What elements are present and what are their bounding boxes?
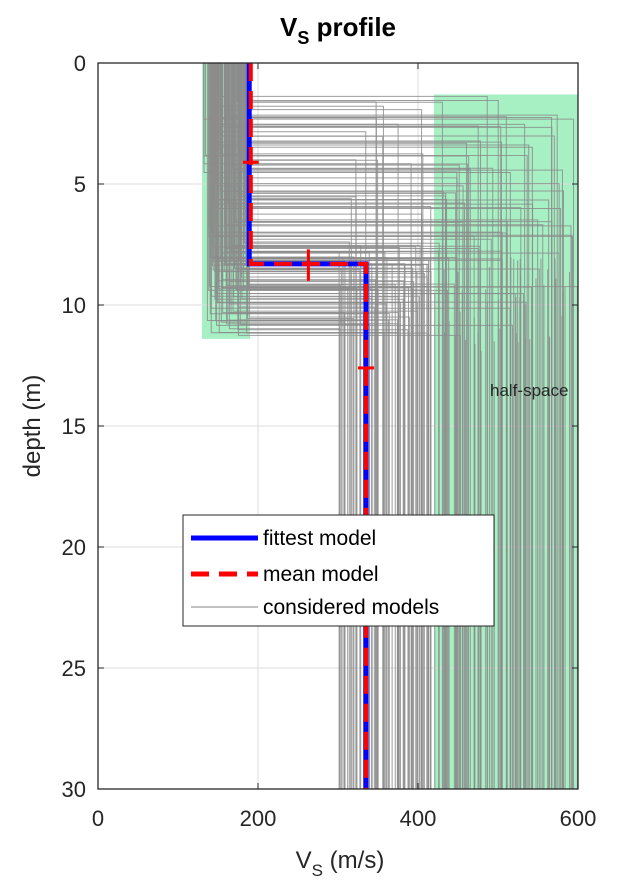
- x-tick-label: 200: [240, 806, 277, 831]
- considered-model-line: [204, 63, 528, 789]
- title-subscript: S: [297, 28, 309, 48]
- x-axis-title: VS (m/s): [296, 847, 385, 880]
- legend-label-considered: considered models: [263, 596, 439, 619]
- y-tick-label: 25: [62, 656, 86, 681]
- title-main: V: [280, 12, 298, 42]
- y-tick-label: 5: [74, 172, 86, 197]
- axis-ticks: 0 200 400 600 0 5 10 15 20 25 30: [62, 51, 597, 831]
- x-title-subscript: S: [312, 861, 323, 880]
- x-tick-label: 400: [400, 806, 437, 831]
- y-tick-label: 10: [62, 293, 86, 318]
- title-rest: profile: [309, 12, 396, 42]
- y-tick-label: 20: [62, 535, 86, 560]
- considered-model-line: [203, 63, 575, 789]
- y-tick-label: 15: [62, 414, 86, 439]
- x-tick-label: 600: [560, 806, 597, 831]
- y-tick-label: 0: [74, 51, 86, 76]
- y-axis-title: depth (m): [19, 375, 46, 478]
- x-title-main: V: [296, 847, 312, 874]
- considered-model-line: [227, 63, 466, 789]
- halfspace-annotation: half-space: [490, 381, 568, 400]
- legend-label-mean: mean model: [263, 563, 379, 586]
- legend: fittest model mean model considered mode…: [182, 514, 495, 627]
- chart-title: VS profile: [280, 12, 396, 48]
- x-title-rest: (m/s): [323, 847, 384, 874]
- x-tick-label: 0: [92, 806, 104, 831]
- y-tick-label: 30: [62, 777, 86, 802]
- legend-label-fittest: fittest model: [263, 527, 376, 550]
